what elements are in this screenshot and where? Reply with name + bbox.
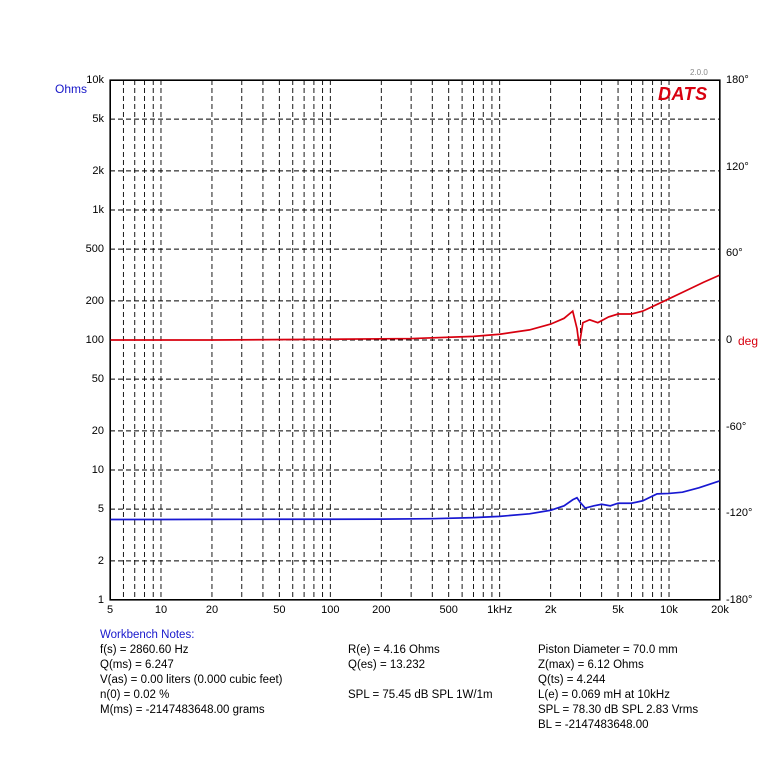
y-left-tick-label: 200 — [86, 295, 104, 307]
impedance-trace — [110, 481, 720, 520]
brand-logo: DATS — [658, 84, 708, 105]
y-left-tick-label: 1 — [98, 594, 104, 606]
y-left-tick-label: 50 — [92, 373, 104, 385]
notes-line — [348, 673, 493, 688]
x-tick-label: 200 — [372, 604, 390, 616]
notes-line: Q(es) = 13.232 — [348, 658, 493, 673]
notes-line: R(e) = 4.16 Ohms — [348, 643, 493, 658]
workbench-notes-col2: R(e) = 4.16 OhmsQ(es) = 13.232 SPL = 75.… — [348, 643, 493, 703]
y-left-tick-label: 10k — [86, 74, 104, 86]
notes-line: f(s) = 2860.60 Hz — [100, 643, 283, 658]
notes-line: V(as) = 0.00 liters (0.000 cubic feet) — [100, 673, 283, 688]
notes-line: Z(max) = 6.12 Ohms — [538, 658, 698, 673]
y-left-tick-label: 5k — [92, 113, 104, 125]
y-left-tick-label: 100 — [86, 334, 104, 346]
notes-line: L(e) = 0.069 mH at 10kHz — [538, 688, 698, 703]
y-left-axis-title: Ohms — [55, 82, 87, 96]
y-right-tick-label: 60° — [726, 247, 743, 259]
x-tick-label: 10 — [155, 604, 167, 616]
x-tick-label: 50 — [273, 604, 285, 616]
workbench-notes-col3: Piston Diameter = 70.0 mmZ(max) = 6.12 O… — [538, 643, 698, 733]
x-tick-label: 500 — [440, 604, 458, 616]
y-left-tick-label: 1k — [92, 204, 104, 216]
y-left-tick-label: 500 — [86, 243, 104, 255]
notes-line: BL = -2147483648.00 — [538, 718, 698, 733]
notes-line: Q(ts) = 4.244 — [538, 673, 698, 688]
x-tick-label: 100 — [321, 604, 339, 616]
x-tick-label: 20 — [206, 604, 218, 616]
chart-container: Ohms deg 2.0.0 DATS Workbench Notes:f(s)… — [0, 0, 784, 784]
x-tick-label: 5k — [612, 604, 624, 616]
notes-line: M(ms) = -2147483648.00 grams — [100, 703, 283, 718]
phase-trace — [110, 275, 720, 346]
y-right-axis-title: deg — [738, 334, 758, 348]
x-tick-label: 5 — [107, 604, 113, 616]
notes-line: SPL = 75.45 dB SPL 1W/1m — [348, 688, 493, 703]
y-right-tick-label: 120° — [726, 161, 749, 173]
notes-line: Q(ms) = 6.247 — [100, 658, 283, 673]
y-right-tick-label: 0 — [726, 334, 732, 346]
notes-line: n(0) = 0.02 % — [100, 688, 283, 703]
x-tick-label: 10k — [660, 604, 678, 616]
notes-line: SPL = 78.30 dB SPL 2.83 Vrms — [538, 703, 698, 718]
x-tick-label: 1kHz — [487, 604, 512, 616]
y-right-tick-label: 180° — [726, 74, 749, 86]
version-label: 2.0.0 — [690, 68, 708, 77]
x-tick-label: 2k — [545, 604, 557, 616]
workbench-notes-col1: Workbench Notes:f(s) = 2860.60 HzQ(ms) =… — [100, 628, 283, 718]
y-left-tick-label: 20 — [92, 425, 104, 437]
y-right-tick-label: -60° — [726, 421, 746, 433]
y-right-tick-label: -120° — [726, 507, 752, 519]
notes-line: Piston Diameter = 70.0 mm — [538, 643, 698, 658]
y-left-tick-label: 2 — [98, 555, 104, 567]
y-left-tick-label: 10 — [92, 464, 104, 476]
y-right-tick-label: -180° — [726, 594, 752, 606]
notes-title: Workbench Notes: — [100, 628, 283, 643]
y-left-tick-label: 5 — [98, 503, 104, 515]
y-left-tick-label: 2k — [92, 165, 104, 177]
